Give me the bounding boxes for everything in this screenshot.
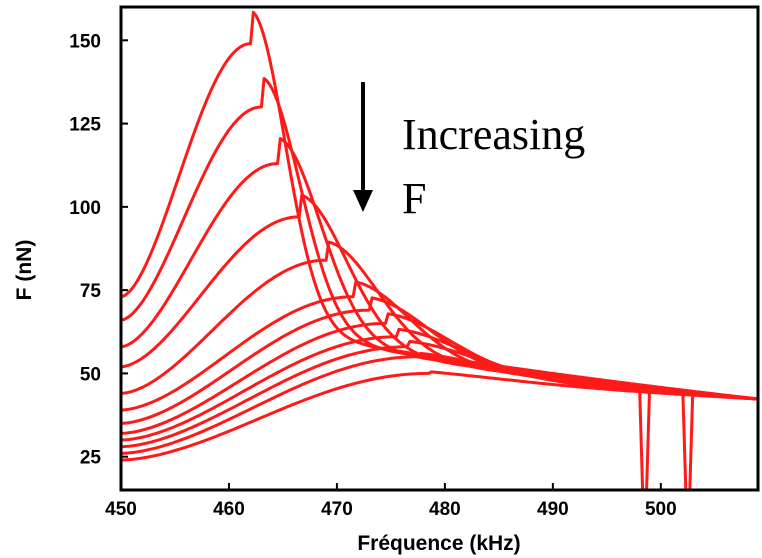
x-tick-label: 490: [537, 499, 569, 520]
x-tick-label: 470: [321, 499, 353, 520]
series-line: [120, 240, 759, 401]
plot-frame: [119, 5, 760, 492]
dropout-spike: [681, 390, 695, 491]
ticks-layer: 450 460 470 480 490 500 25 50 75 100 125 150: [69, 31, 676, 520]
dropout-spike: [638, 387, 652, 491]
down-arrow-icon: [353, 82, 373, 212]
curves-layer: [120, 10, 759, 491]
annotation-line-2: F: [402, 174, 426, 223]
y-tick-label: 100: [69, 198, 101, 219]
y-tick-label: 150: [69, 31, 101, 52]
series-line: [120, 193, 759, 401]
x-tick-label: 480: [429, 499, 461, 520]
x-tick-label: 500: [645, 499, 677, 520]
y-tick-label: 50: [80, 364, 101, 385]
series-line: [120, 351, 759, 455]
x-tick-label: 460: [213, 499, 245, 520]
y-tick-label: 25: [80, 448, 102, 469]
y-tick-label: 125: [69, 115, 101, 136]
y-axis-label: F (nN): [13, 240, 36, 301]
x-tick-label: 450: [105, 499, 137, 520]
x-axis-label: Fréquence (kHz): [357, 532, 520, 555]
series-line: [121, 370, 759, 462]
annotation-line-1: Increasing: [402, 110, 585, 159]
y-tick-label: 75: [80, 281, 102, 302]
